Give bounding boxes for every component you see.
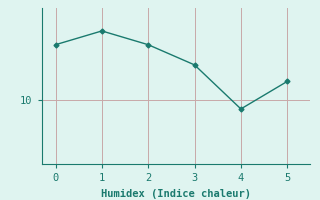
- X-axis label: Humidex (Indice chaleur): Humidex (Indice chaleur): [101, 189, 251, 199]
